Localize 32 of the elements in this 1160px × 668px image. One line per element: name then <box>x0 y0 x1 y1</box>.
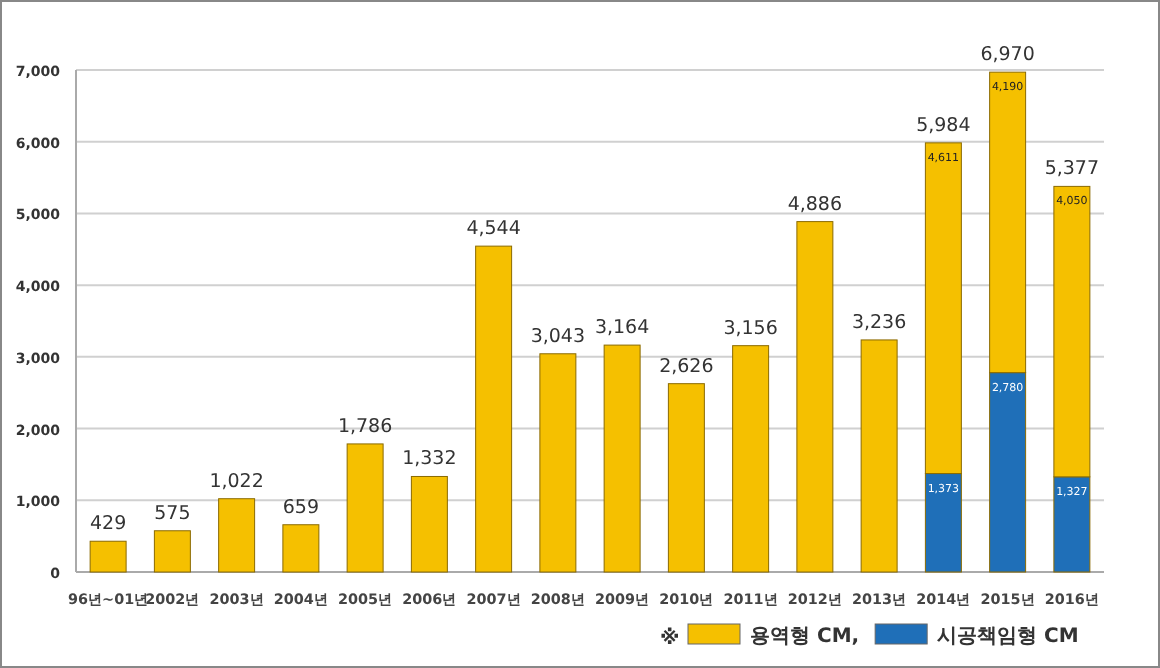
total-label: 3,043 <box>530 325 586 348</box>
total-label: 3,156 <box>723 317 778 340</box>
total-label: 1,786 <box>337 415 393 438</box>
bar <box>89 540 127 573</box>
bar <box>218 498 256 573</box>
bar <box>539 353 577 573</box>
total-label: 1,022 <box>209 470 264 493</box>
bar <box>732 345 770 573</box>
total-label: 4,544 <box>466 218 521 241</box>
total-label: 1,332 <box>402 448 457 471</box>
bar <box>153 530 191 573</box>
total-label: 3,236 <box>851 311 907 334</box>
total-label: 6,970 <box>980 44 1035 67</box>
total-label: 2,626 <box>659 355 714 378</box>
bar <box>796 221 834 573</box>
bar <box>667 383 705 573</box>
total-label: 4,886 <box>787 193 843 216</box>
total-label: 5,377 <box>1044 158 1100 181</box>
total-label: 3,164 <box>594 317 650 340</box>
total-label: 5,984 <box>916 114 971 137</box>
total-label: 429 <box>89 513 127 536</box>
legend-label: 시공책임형 CM <box>937 626 1079 648</box>
bar <box>282 524 320 573</box>
bar <box>346 443 384 573</box>
bar <box>475 245 513 573</box>
legend-label: 용역형 CM, <box>750 626 860 648</box>
total-label: 659 <box>282 496 320 519</box>
bar <box>603 344 641 573</box>
bar <box>410 475 448 573</box>
total-label: 575 <box>154 502 191 525</box>
legend-title: ※ <box>660 626 680 650</box>
bar <box>860 339 898 573</box>
